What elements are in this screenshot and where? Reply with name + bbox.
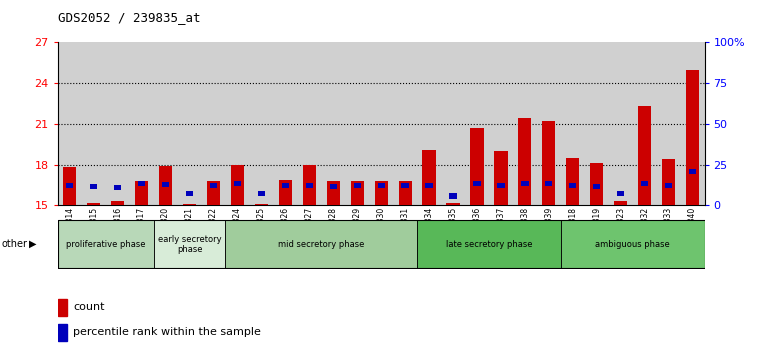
Bar — [279, 179, 292, 205]
Text: percentile rank within the sample: percentile rank within the sample — [73, 327, 261, 337]
Bar — [129, 42, 153, 205]
Bar — [569, 183, 577, 188]
Bar — [135, 181, 148, 205]
Bar — [297, 42, 321, 205]
Bar — [82, 42, 105, 205]
Text: mid secretory phase: mid secretory phase — [278, 240, 364, 249]
Text: other: other — [2, 239, 28, 249]
Bar — [326, 181, 340, 205]
Bar — [513, 42, 537, 205]
Bar — [353, 183, 361, 188]
Bar — [345, 42, 369, 205]
Bar — [441, 42, 465, 205]
Bar — [465, 42, 489, 205]
Bar — [58, 221, 153, 268]
Bar — [417, 221, 561, 268]
Text: proliferative phase: proliferative phase — [66, 240, 146, 249]
Bar — [497, 183, 504, 188]
Text: ▶: ▶ — [29, 239, 37, 249]
Bar — [641, 181, 648, 186]
Bar — [90, 184, 97, 189]
Bar — [399, 181, 412, 205]
Bar — [58, 324, 68, 341]
Bar — [231, 165, 244, 205]
Bar — [590, 163, 604, 205]
Bar — [207, 181, 220, 205]
Bar — [665, 183, 672, 188]
Bar — [153, 42, 178, 205]
Bar — [183, 204, 196, 205]
Bar — [518, 119, 531, 205]
Bar — [593, 184, 601, 189]
Bar — [417, 42, 441, 205]
Bar — [202, 42, 226, 205]
Bar — [689, 169, 696, 174]
Bar — [111, 201, 124, 205]
Bar — [114, 185, 121, 190]
Bar — [614, 201, 628, 205]
Text: count: count — [73, 302, 105, 313]
Bar — [447, 202, 460, 205]
Bar — [561, 42, 584, 205]
Text: ambiguous phase: ambiguous phase — [595, 240, 670, 249]
Bar — [374, 181, 388, 205]
Bar — [521, 181, 528, 186]
Bar — [470, 128, 484, 205]
Bar — [633, 42, 657, 205]
Bar — [494, 151, 507, 205]
Bar — [545, 181, 552, 186]
Bar — [226, 42, 249, 205]
Bar — [282, 183, 289, 188]
Bar — [178, 42, 202, 205]
Text: early secretory
phase: early secretory phase — [158, 235, 221, 254]
Bar — [542, 121, 555, 205]
Bar — [426, 183, 433, 188]
Bar — [350, 181, 363, 205]
Bar — [489, 42, 513, 205]
Bar — [249, 42, 273, 205]
Bar — [234, 181, 241, 186]
Bar — [105, 42, 129, 205]
Bar — [58, 42, 82, 205]
Bar — [369, 42, 393, 205]
Bar — [657, 42, 681, 205]
Bar — [186, 191, 193, 196]
Bar — [303, 165, 316, 205]
Bar — [162, 182, 169, 187]
Bar — [393, 42, 417, 205]
Bar — [681, 42, 705, 205]
Bar — [638, 106, 651, 205]
Bar — [273, 42, 297, 205]
Bar — [474, 181, 480, 186]
Bar — [63, 167, 76, 205]
Bar — [226, 221, 417, 268]
Bar — [58, 299, 68, 316]
Bar — [321, 42, 345, 205]
Bar — [450, 193, 457, 199]
Bar — [617, 191, 624, 196]
Bar — [584, 42, 609, 205]
Bar — [138, 181, 146, 186]
Bar — [306, 183, 313, 188]
Bar — [255, 204, 268, 205]
Bar — [87, 202, 100, 205]
Bar — [66, 183, 73, 188]
Bar — [609, 42, 633, 205]
Bar — [423, 150, 436, 205]
Bar — [330, 184, 336, 189]
Text: late secretory phase: late secretory phase — [446, 240, 532, 249]
Bar — [401, 183, 409, 188]
Bar — [159, 166, 172, 205]
Bar — [686, 70, 699, 205]
Bar — [258, 191, 265, 196]
Bar — [566, 158, 579, 205]
Text: GDS2052 / 239835_at: GDS2052 / 239835_at — [58, 11, 200, 24]
Bar — [153, 221, 226, 268]
Bar — [537, 42, 561, 205]
Bar — [561, 221, 705, 268]
Bar — [210, 183, 217, 188]
Bar — [662, 159, 675, 205]
Bar — [377, 183, 385, 188]
